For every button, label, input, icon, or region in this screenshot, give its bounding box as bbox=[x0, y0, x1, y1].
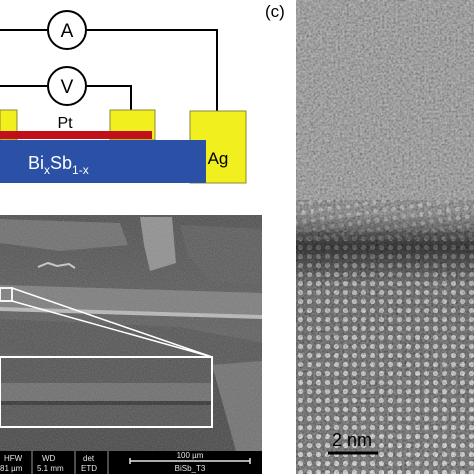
substrate-sub1: x bbox=[44, 163, 50, 177]
ag-label: Ag bbox=[208, 149, 229, 168]
wd-value: 5.1 mm bbox=[37, 464, 64, 473]
hfw-value: 81 µm bbox=[0, 464, 23, 473]
substrate-sub2: 1-x bbox=[72, 163, 89, 177]
substrate-base: Bi bbox=[28, 153, 44, 173]
voltmeter-label: V bbox=[61, 77, 74, 98]
wd-label: WD bbox=[42, 454, 56, 463]
voltmeter-symbol bbox=[47, 66, 87, 106]
voltmeter-wire bbox=[0, 85, 132, 112]
grain-overlay bbox=[0, 215, 262, 451]
zoom-inset-frame bbox=[0, 356, 213, 428]
ammeter-symbol bbox=[47, 10, 87, 50]
sem-sample-id: BiSb_T3 bbox=[175, 464, 206, 473]
tem-scale-label: 2 nm bbox=[332, 430, 372, 450]
hrtem-image: 2 nm bbox=[296, 0, 474, 474]
hfw-label: HFW bbox=[4, 454, 23, 463]
selection-box bbox=[0, 287, 13, 302]
bisb-substrate bbox=[0, 140, 206, 183]
pt-strip bbox=[0, 131, 152, 139]
substrate-label: BixSb1-x bbox=[28, 153, 89, 177]
sem-micrograph: HFW 81 µm WD 5.1 mm det ETD 100 µm BiSb_… bbox=[0, 215, 262, 474]
ammeter-label: A bbox=[61, 21, 74, 42]
zoom-connector-top bbox=[11, 287, 213, 358]
zoom-connector-bottom bbox=[11, 300, 213, 358]
substrate-mid: Sb bbox=[50, 153, 72, 173]
pt-label: Pt bbox=[57, 115, 73, 132]
det-label: det bbox=[83, 454, 95, 463]
panel-label-c: (c) bbox=[265, 2, 285, 21]
sem-scale-label: 100 µm bbox=[177, 451, 204, 460]
sem-databar bbox=[0, 451, 262, 474]
measurement-schematic: A V Pt BixSb1-x Ag bbox=[0, 10, 247, 184]
interface-shading bbox=[296, 0, 474, 474]
ammeter-wire bbox=[0, 29, 218, 112]
det-value: ETD bbox=[81, 464, 97, 473]
